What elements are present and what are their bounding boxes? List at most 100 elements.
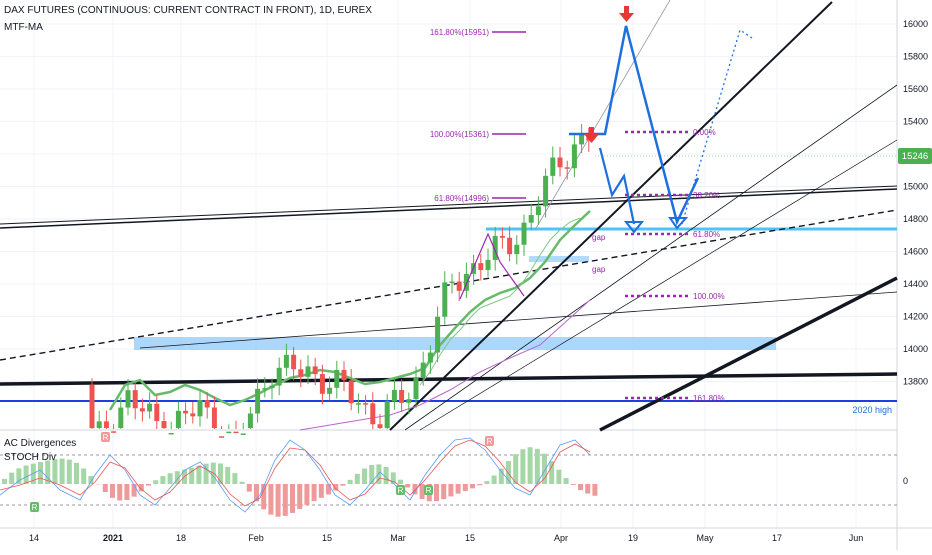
histogram-bar — [369, 465, 374, 484]
candle-body — [284, 355, 289, 368]
candle-body — [97, 421, 102, 428]
time-axis-label: 19 — [628, 533, 638, 543]
candle-body — [212, 407, 217, 428]
histogram-bar — [196, 466, 201, 484]
candle-body — [363, 403, 368, 405]
svg-text:R: R — [103, 433, 109, 442]
divergence-marker: R — [30, 502, 39, 512]
candle-body — [226, 432, 231, 434]
histogram-bar — [556, 470, 561, 484]
histogram-bar — [283, 484, 288, 516]
histogram-bar — [153, 480, 158, 484]
histogram-bar — [571, 484, 576, 485]
candle-body — [241, 433, 246, 435]
fib-down-label: 161.80% — [693, 394, 725, 403]
candle-body — [421, 363, 426, 377]
price-axis-tick: 15800 — [903, 52, 928, 62]
candle-body — [126, 390, 131, 407]
histogram-bar — [326, 484, 331, 494]
candle-body — [291, 355, 296, 369]
price-axis-tick: 14200 — [903, 312, 928, 322]
candle-body — [486, 260, 491, 270]
indicator-ac-divergences: AC Divergences — [4, 438, 76, 449]
time-axis-label: Feb — [248, 533, 264, 543]
divergence-marker: R — [424, 485, 433, 495]
histogram-bar — [240, 482, 245, 484]
candle-body — [406, 399, 411, 403]
histogram-bar — [304, 484, 309, 505]
histogram-bar — [420, 484, 425, 499]
time-axis-label: 15 — [322, 533, 332, 543]
svg-text:R: R — [426, 486, 432, 495]
candle-body — [550, 158, 555, 176]
time-axis-label: 17 — [772, 533, 782, 543]
price-axis-tick: 14400 — [903, 279, 928, 289]
histogram-bar — [398, 480, 403, 484]
candle-body — [414, 377, 419, 399]
candle-body — [219, 436, 224, 438]
histogram-bar — [110, 484, 115, 498]
histogram-bar — [456, 484, 461, 494]
candle-body — [111, 431, 116, 433]
candle-body — [370, 403, 375, 424]
histogram-bar — [24, 466, 29, 484]
candle-body — [313, 366, 318, 374]
candle-body — [442, 282, 447, 316]
histogram-bar — [441, 484, 446, 499]
histogram-bar — [355, 474, 360, 484]
histogram-bar — [528, 447, 533, 484]
fib-up-label: 61.80%(14996) — [434, 194, 489, 203]
candle-body — [342, 370, 347, 380]
candle-body — [478, 263, 483, 270]
histogram-bar — [477, 484, 482, 485]
candle-body — [500, 236, 505, 238]
time-axis-label: Apr — [554, 533, 568, 543]
candle-body — [118, 408, 123, 428]
candle-body — [306, 366, 311, 376]
histogram-bar — [232, 473, 237, 484]
candle-body — [320, 374, 325, 394]
price-axis-tick: 15400 — [903, 117, 928, 127]
candle-body — [198, 400, 203, 416]
histogram-bar — [2, 479, 7, 484]
histogram-bar — [492, 476, 497, 484]
histogram-bar — [592, 484, 597, 496]
histogram-bar — [484, 481, 489, 484]
histogram-bar — [124, 484, 129, 500]
svg-text:R: R — [398, 486, 404, 495]
candle-body — [457, 282, 462, 291]
histogram-bar — [225, 467, 230, 484]
time-axis-label: May — [696, 533, 714, 543]
histogram-bar — [74, 463, 79, 484]
candle-body — [183, 411, 188, 414]
histogram-bar — [463, 484, 468, 491]
histogram-bar — [247, 484, 252, 492]
price-axis-tick: 14800 — [903, 214, 928, 224]
candle-body — [579, 135, 584, 144]
histogram-bar — [585, 484, 590, 494]
time-axis-label: 15 — [465, 533, 475, 543]
candle-body — [435, 317, 440, 353]
histogram-bar — [362, 468, 367, 484]
candle-body — [262, 388, 267, 390]
year-high-label: 2020 high — [852, 405, 892, 415]
candle-body — [514, 245, 519, 254]
candle-body — [190, 413, 195, 416]
gap-label: gap — [592, 233, 606, 242]
chart-title: DAX FUTURES (CONTINUOUS: CURRENT CONTRAC… — [4, 5, 372, 16]
histogram-bar — [434, 484, 439, 501]
candle-body — [334, 370, 339, 388]
fib-up-label: 100.00%(15361) — [430, 130, 489, 139]
price-axis-tick: 15600 — [903, 84, 928, 94]
histogram-bar — [67, 460, 72, 484]
histogram-bar — [535, 449, 540, 484]
candle-body — [234, 432, 239, 434]
price-axis-tick: 15000 — [903, 182, 928, 192]
resistance-zone — [134, 337, 776, 350]
histogram-bar — [513, 454, 518, 484]
candle-body — [385, 401, 390, 428]
candle-body — [392, 390, 397, 401]
candle-body — [90, 385, 95, 428]
divergence-marker: R — [485, 436, 494, 446]
